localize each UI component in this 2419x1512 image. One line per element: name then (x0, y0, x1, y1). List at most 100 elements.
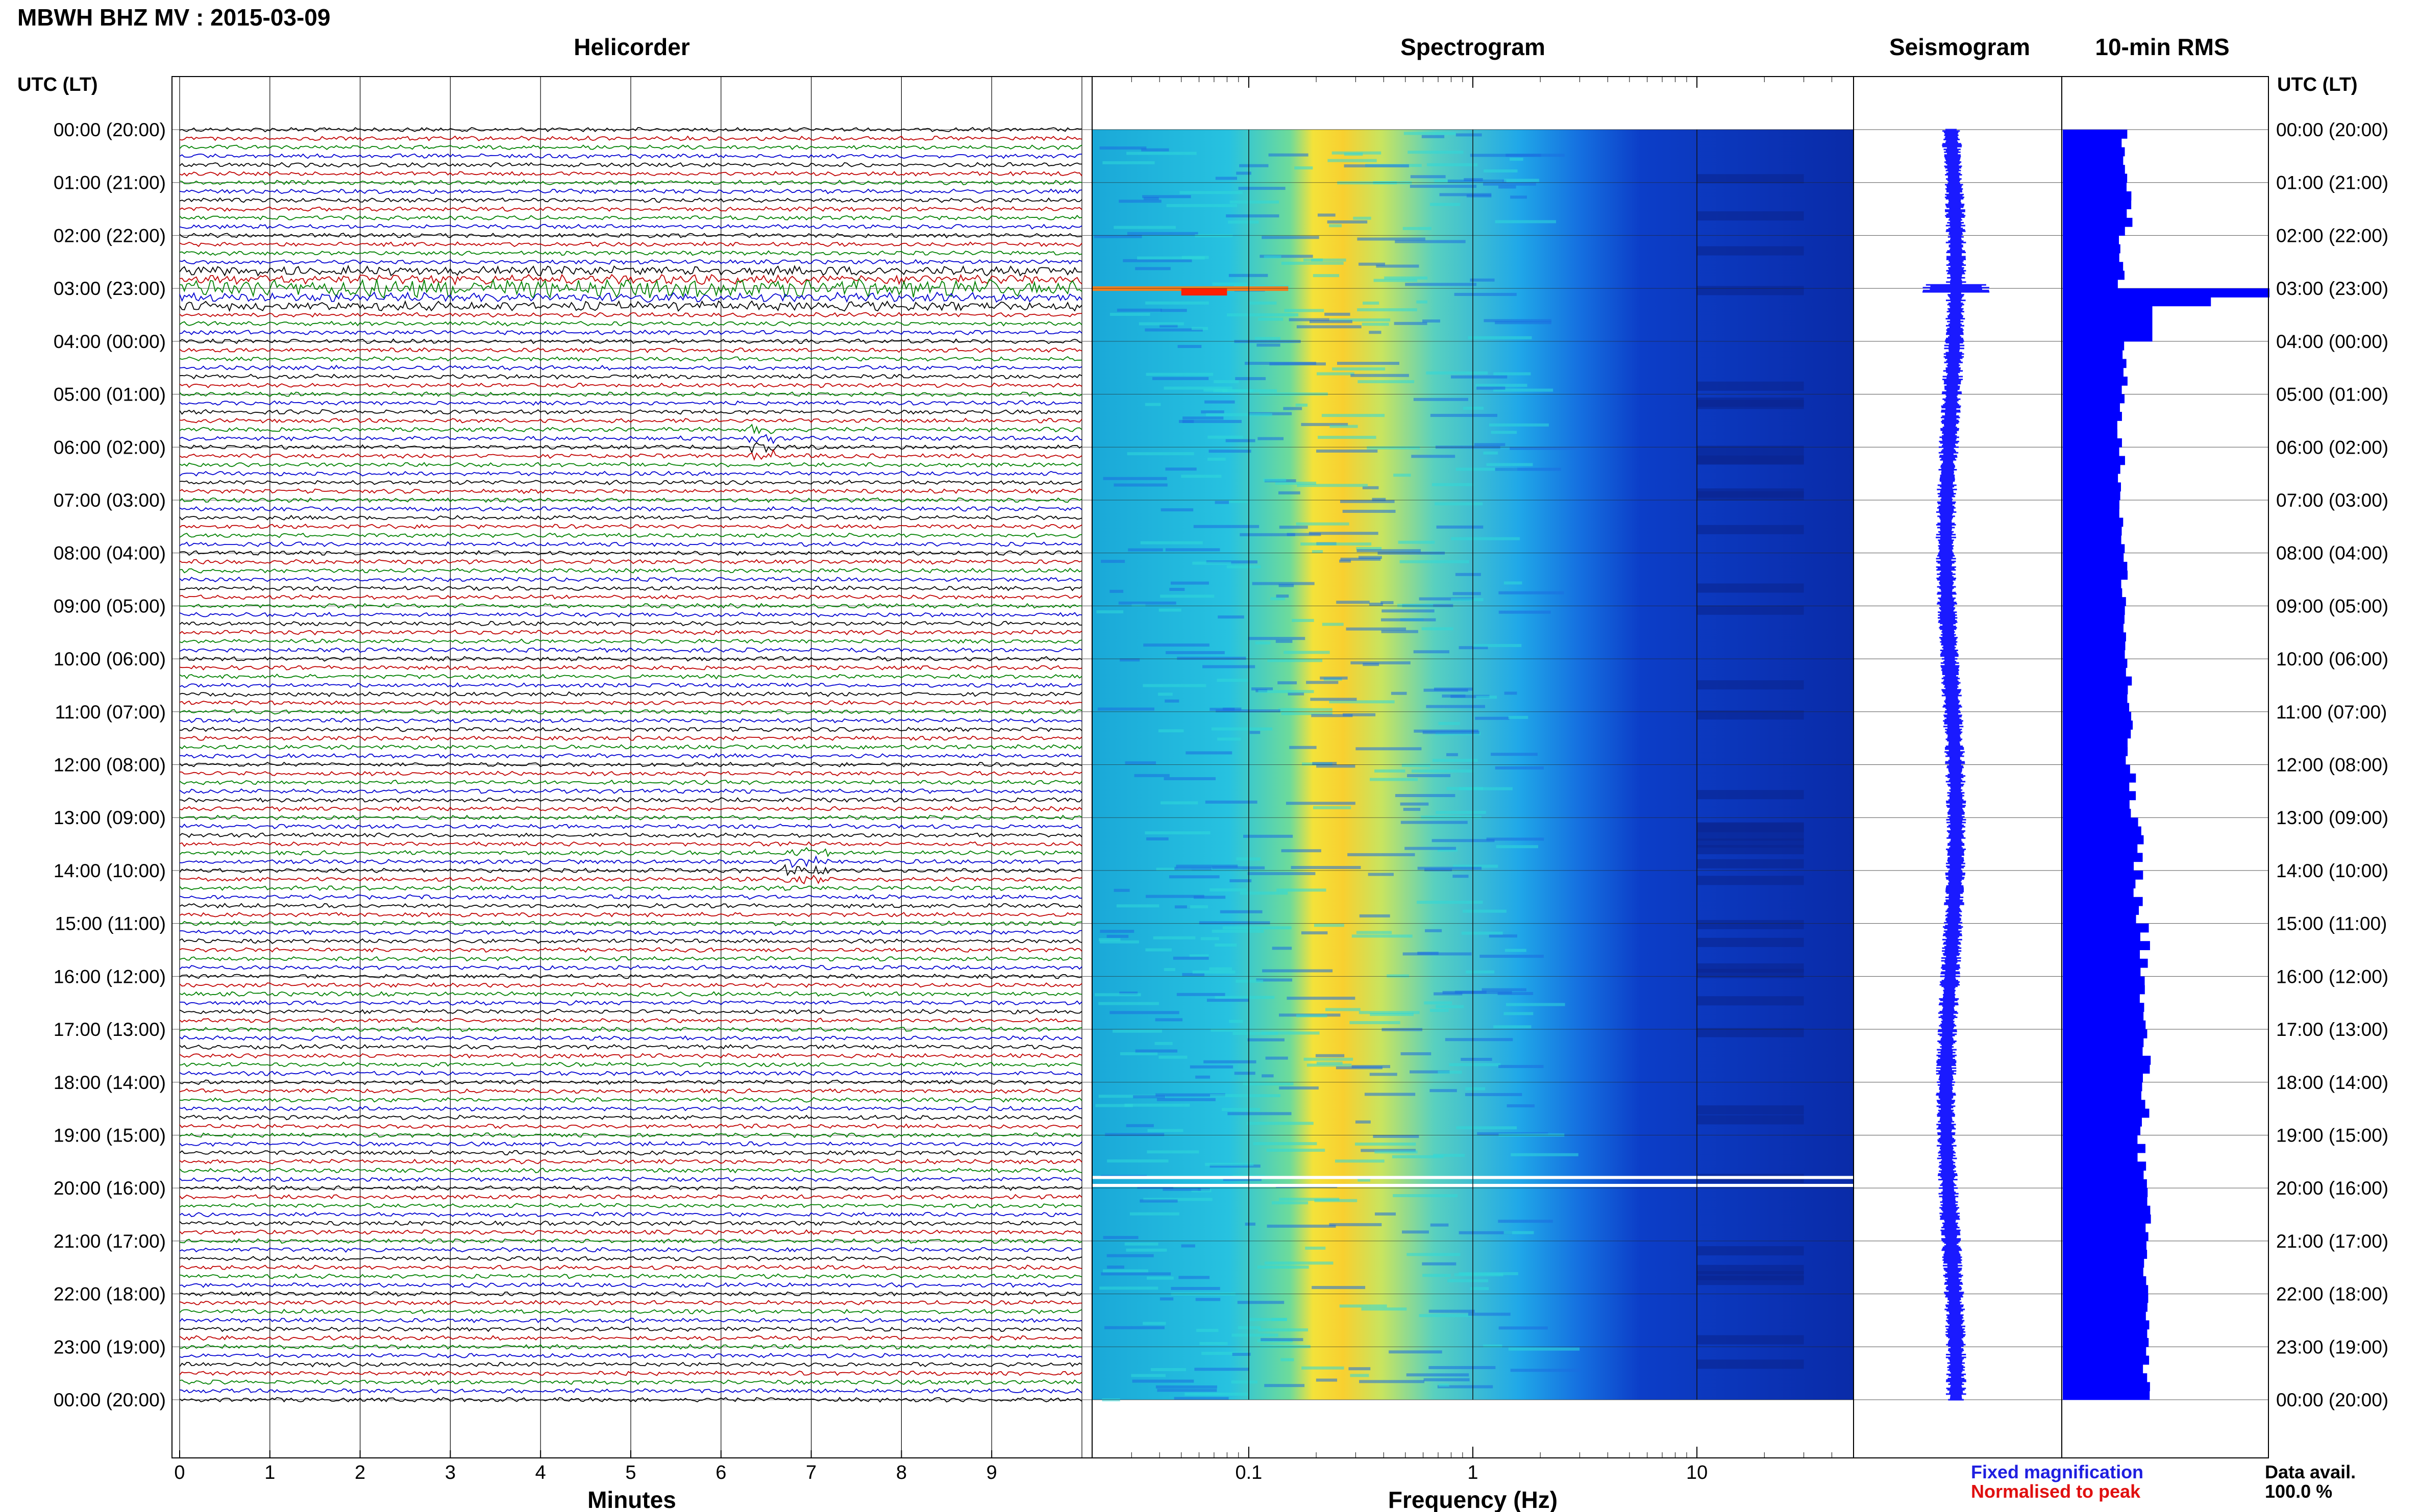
spectrogram-cell (1351, 1065, 1391, 1069)
spectrogram-cell (1191, 327, 1208, 330)
spectrogram-cell (1103, 477, 1167, 480)
spectrogram-cell (1309, 532, 1378, 535)
spectrogram-cell (1275, 639, 1293, 643)
rms-bar (2063, 976, 2145, 986)
spectrogram-cell (1350, 374, 1409, 377)
spectrogram-cell (1287, 533, 1321, 536)
spectrogram-cell (1258, 1328, 1309, 1332)
hour-tick-label-left: 23:00 (19:00) (54, 1336, 166, 1357)
helicorder-trace (179, 532, 1082, 538)
spectrogram-cell (1281, 712, 1332, 715)
rms-bar (2063, 262, 2124, 271)
spectrogram-cell (1209, 967, 1232, 971)
spectrogram-cell (1332, 367, 1386, 370)
spectrogram-cell (1445, 1038, 1513, 1042)
spectrogram-cell (1276, 594, 1289, 598)
spectrogram-cell (1374, 1150, 1418, 1154)
spectrogram-cell (1433, 1154, 1465, 1157)
spectrogram-cell (1313, 274, 1340, 278)
spectrogram-cell (1361, 1307, 1407, 1311)
spectrogram-cell (1697, 996, 1804, 1006)
rms-bar (2063, 738, 2128, 748)
spectrogram-cell (1236, 979, 1264, 983)
spectrogram-cell (1262, 969, 1333, 973)
spectrogram-cell (1217, 737, 1241, 741)
spectrogram-cell (1317, 372, 1354, 376)
helicorder-trace (179, 434, 1082, 444)
x-axis-ticks: 0 1 2 3 4 5 6 7 8 9 0.1 1 10 (174, 77, 1854, 1483)
spectrogram-cell (1435, 502, 1483, 506)
helicorder-trace (179, 647, 1082, 653)
helicorder-trace (179, 1388, 1082, 1394)
rms-bar (2063, 217, 2133, 227)
rms-bar (2063, 888, 2134, 898)
spectrogram-cell (1177, 657, 1246, 660)
spectrogram-cell (1508, 715, 1528, 719)
helicorder-trace (179, 497, 1082, 503)
spectrogram-cell (1489, 934, 1517, 938)
spectrogram-cell (1380, 618, 1436, 622)
helicorder-trace (179, 973, 1082, 979)
rms-bar (2063, 721, 2133, 730)
spectrogram-cell (1339, 1304, 1387, 1308)
spectrogram-cell (1359, 914, 1390, 918)
helicorder-trace (179, 470, 1082, 477)
helicorder-trace (179, 1185, 1082, 1191)
spectrogram-cell (1381, 609, 1435, 613)
spectrogram-cell (1310, 320, 1352, 324)
helicorder-trace (179, 1088, 1082, 1094)
spectrogram-cell (1486, 837, 1544, 841)
spectrogram-cell (1169, 588, 1185, 591)
spectrogram-cell (1143, 684, 1206, 687)
spectrogram-cell (1339, 559, 1351, 563)
spectrogram-cell (1434, 992, 1463, 996)
helicorder-trace (179, 964, 1082, 971)
left-axis-label: UTC (LT) (17, 74, 98, 95)
spectrogram-cell (1300, 542, 1372, 546)
helicorder-trace (179, 847, 1082, 857)
helicorder-trace (179, 779, 1082, 785)
spectrogram-cell (1697, 1335, 1804, 1345)
spectrogram-cell (1697, 491, 1804, 501)
spectrogram-cell (1410, 185, 1477, 188)
spectrogram-cell (1228, 220, 1259, 224)
spectrogram-cell (1109, 1011, 1179, 1014)
spectrogram-cell (1102, 161, 1155, 164)
spectrogram-cell (1306, 1063, 1352, 1067)
spectrogram-cell (1238, 1326, 1261, 1329)
spectrogram-cell (1295, 403, 1308, 407)
spectrogram-cell (1214, 380, 1239, 383)
helicorder-trace (179, 894, 1082, 900)
rms-bar (2063, 579, 2121, 589)
spectrogram-cell (1489, 423, 1549, 427)
spectrogram-cell (1206, 560, 1257, 564)
rms-bar (2063, 561, 2128, 571)
hour-tick-label-left: 13:00 (09:00) (54, 807, 166, 828)
spectrogram-cell (1697, 583, 1804, 593)
spectrogram-cell (1697, 680, 1804, 690)
rms-bar (2063, 958, 2148, 968)
spectrogram-cell (1289, 746, 1317, 749)
spectrogram-cell (1451, 537, 1520, 540)
spectrogram-cell (1402, 227, 1431, 230)
spectrogram-cell (1280, 1358, 1294, 1361)
helicorder-trace (179, 1317, 1082, 1324)
helicorder-trace (179, 585, 1082, 591)
rms-bar (2063, 526, 2122, 536)
spectrogram-cell (1229, 200, 1279, 204)
rms-bar (2063, 1294, 2149, 1303)
rms-bar (2063, 782, 2130, 791)
spectrogram-cell (1099, 940, 1139, 944)
rms-bar (2063, 1223, 2146, 1233)
spectrogram-cell (1493, 372, 1531, 376)
helicorder-trace (179, 594, 1082, 600)
spectrogram-cell (1094, 235, 1142, 238)
spectrogram-cell (1215, 996, 1275, 999)
hour-tick-label-right: 00:00 (20:00) (2276, 1390, 2388, 1410)
spectrogram-cell (1187, 905, 1208, 908)
spectrogram-cell (1475, 384, 1527, 387)
spectrogram-cell (1194, 1368, 1249, 1371)
hour-tick-label-left: 22:00 (18:00) (54, 1284, 166, 1305)
spectrogram-cell (1437, 1385, 1493, 1389)
helicorder-trace (179, 1282, 1082, 1288)
